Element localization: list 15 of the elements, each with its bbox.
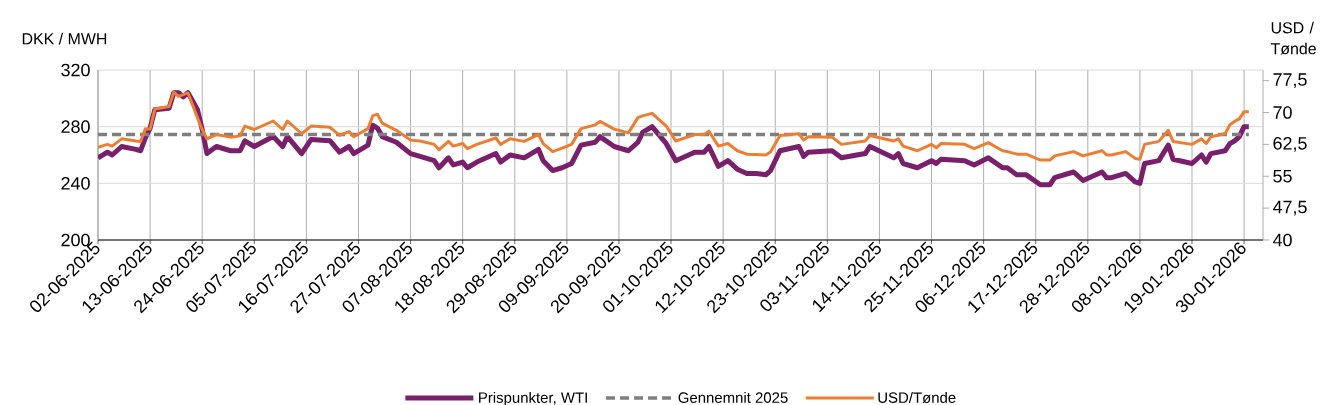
- y2-tick-label: 40: [1272, 233, 1292, 247]
- line-series: [98, 90, 1251, 162]
- legend-label: Prispunkter, WTI: [479, 391, 587, 405]
- y-tick-label: 320: [61, 63, 90, 77]
- legend-label: Gennemnit 2025: [678, 391, 788, 403]
- y2-tick-label: 47,5: [1272, 200, 1307, 216]
- y2-tick-label: 77,5: [1273, 73, 1307, 88]
- y-tick-label: 280: [61, 120, 90, 134]
- legend-label: USD/Tønde: [878, 391, 956, 404]
- y2-axis-title: USD / Tønde: [1270, 21, 1316, 55]
- y2-tick-label: 70: [1273, 106, 1292, 119]
- y-axis-title: DKK / MWH: [22, 32, 107, 45]
- y2-tick-label: 62,5: [1273, 136, 1307, 152]
- y-tick-label: 240: [61, 176, 90, 190]
- y2-tick-label: 55: [1273, 169, 1292, 183]
